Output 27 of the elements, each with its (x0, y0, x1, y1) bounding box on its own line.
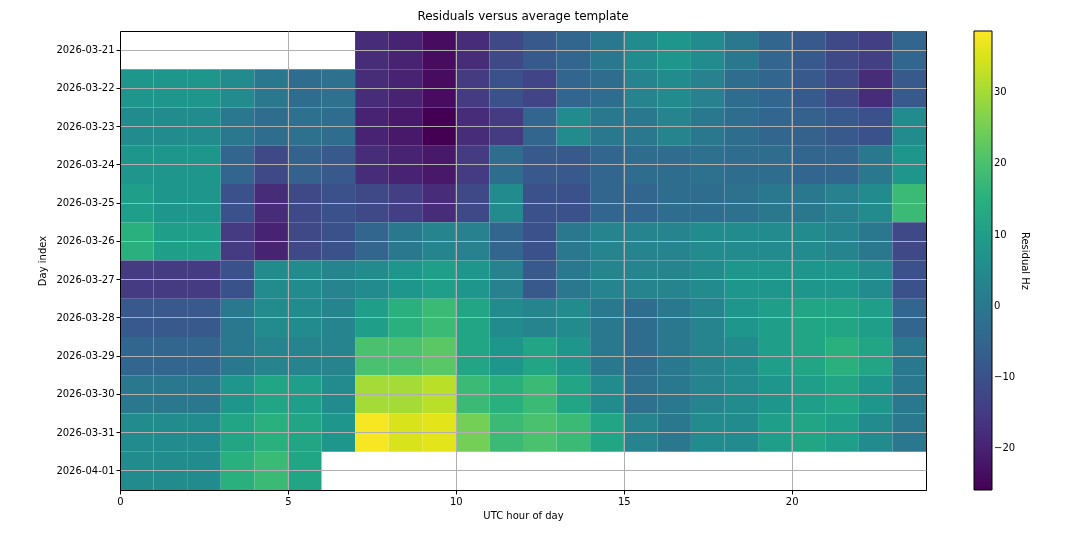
color-bar-label: 20 (994, 157, 1007, 169)
color-bar-label: −10 (994, 370, 1016, 382)
y-axis-title: Day index (37, 235, 49, 287)
color-bar-label: 30 (994, 86, 1007, 98)
x-tick-label: 15 (617, 495, 631, 507)
y-tick-label: 2026-03-24 (56, 158, 115, 170)
color-bar-label: 0 (994, 299, 1001, 311)
y-tick-label: 2026-03-27 (56, 273, 115, 285)
y-tick-label: 2026-03-23 (56, 120, 115, 132)
y-tick-label: 2026-03-22 (56, 82, 115, 94)
y-tick-label: 2026-03-29 (56, 350, 115, 362)
y-tick-label: 2026-03-31 (56, 426, 115, 438)
y-tick-label: 2026-03-25 (56, 197, 115, 209)
x-tick-label: 20 (785, 495, 799, 507)
color-bar-title: Residual Hz (1020, 231, 1031, 291)
x-tick-label: 0 (117, 495, 124, 507)
y-tick-label: 2026-03-26 (56, 235, 115, 247)
chart-title: Residuals versus average template (417, 9, 629, 23)
color-bar-label: 10 (994, 228, 1007, 240)
x-axis-title: UTC hour of day (483, 509, 564, 521)
x-tick-label: 10 (449, 495, 463, 507)
y-tick-label: 2026-03-30 (56, 388, 115, 400)
color-bar-label: −20 (994, 442, 1016, 454)
y-tick-label: 2026-03-21 (56, 44, 115, 56)
y-tick-label: 2026-04-01 (56, 464, 115, 476)
y-tick-label: 2026-03-28 (56, 311, 115, 323)
x-tick-label: 5 (285, 495, 292, 507)
